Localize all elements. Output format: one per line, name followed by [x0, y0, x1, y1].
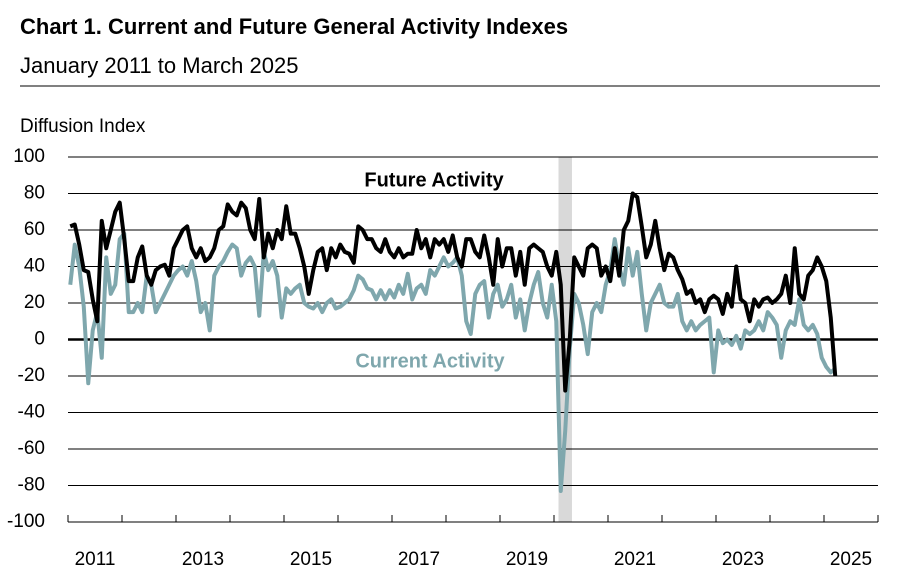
x-tick-label: 2017: [398, 549, 440, 570]
series-line: [69, 191, 838, 393]
annotation-current: Current Activity: [355, 350, 505, 372]
series-line: [68, 231, 837, 493]
y-tick-label: 80: [24, 183, 45, 204]
x-tick-label: 2025: [830, 549, 872, 570]
chart-title: Chart 1. Current and Future General Acti…: [20, 14, 568, 39]
y-tick-label: -80: [18, 475, 45, 496]
y-tick-label: -100: [7, 511, 45, 532]
y-tick-label: 0: [34, 329, 45, 350]
x-tick-label: 2021: [614, 549, 656, 570]
y-tick-label: -60: [18, 438, 45, 459]
y-axis-label: Diffusion Index: [20, 116, 146, 137]
y-tick-label: 60: [24, 219, 45, 240]
x-tick-label: 2015: [290, 549, 332, 570]
x-tick-label: 2019: [506, 549, 548, 570]
y-tick-label: -20: [18, 365, 45, 386]
y-tick-label: -40: [18, 402, 45, 423]
y-tick-label: 20: [24, 292, 45, 313]
x-tick-label: 2013: [182, 549, 224, 570]
x-tick-label: 2011: [75, 549, 116, 570]
x-tick-label: 2023: [722, 549, 764, 570]
chart-subtitle: January 2011 to March 2025: [20, 53, 298, 78]
annotation-future: Future Activity: [364, 169, 504, 191]
y-tick-label: 40: [24, 256, 45, 277]
y-tick-label: 100: [13, 146, 45, 167]
